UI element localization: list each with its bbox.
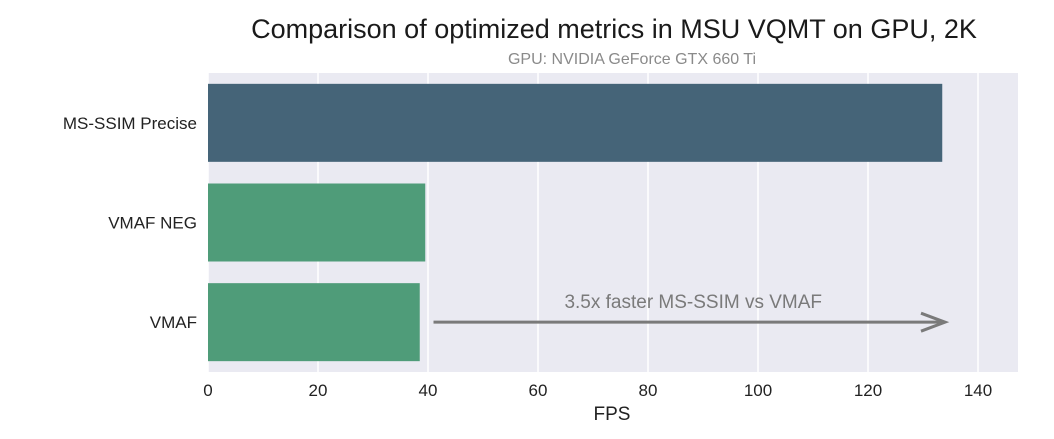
- x-tick-label: 80: [639, 381, 658, 400]
- x-tick-label: 20: [309, 381, 328, 400]
- category-label: VMAF NEG: [108, 214, 197, 233]
- chart-subtitle: GPU: NVIDIA GeForce GTX 660 Ti: [508, 51, 756, 68]
- bar-ms-ssim-precise: [208, 83, 943, 162]
- annotation: 3.5x faster MS-SSIM vs VMAF: [433, 292, 950, 333]
- bar-vmaf-neg: [208, 183, 426, 262]
- annotation-arrow-head: [920, 311, 950, 333]
- bars: [208, 83, 943, 362]
- annotation-text: 3.5x faster MS-SSIM vs VMAF: [564, 292, 822, 313]
- x-tick-label: 60: [529, 381, 548, 400]
- category-labels: MS-SSIM Precise VMAF NEG VMAF: [63, 114, 197, 332]
- category-label: MS-SSIM Precise: [63, 114, 197, 133]
- x-tick-label: 40: [419, 381, 438, 400]
- x-tick-label: 140: [964, 381, 992, 400]
- bar-vmaf: [208, 283, 420, 362]
- x-tick-label: 120: [854, 381, 882, 400]
- x-axis-label: FPS: [594, 404, 631, 425]
- x-tick-labels: 0 20 40 60 80 100 120 140: [203, 381, 992, 400]
- x-tick-label: 0: [203, 381, 212, 400]
- chart-title: Comparison of optimized metrics in MSU V…: [251, 14, 977, 44]
- x-tick-label: 100: [744, 381, 772, 400]
- category-label: VMAF: [150, 313, 197, 332]
